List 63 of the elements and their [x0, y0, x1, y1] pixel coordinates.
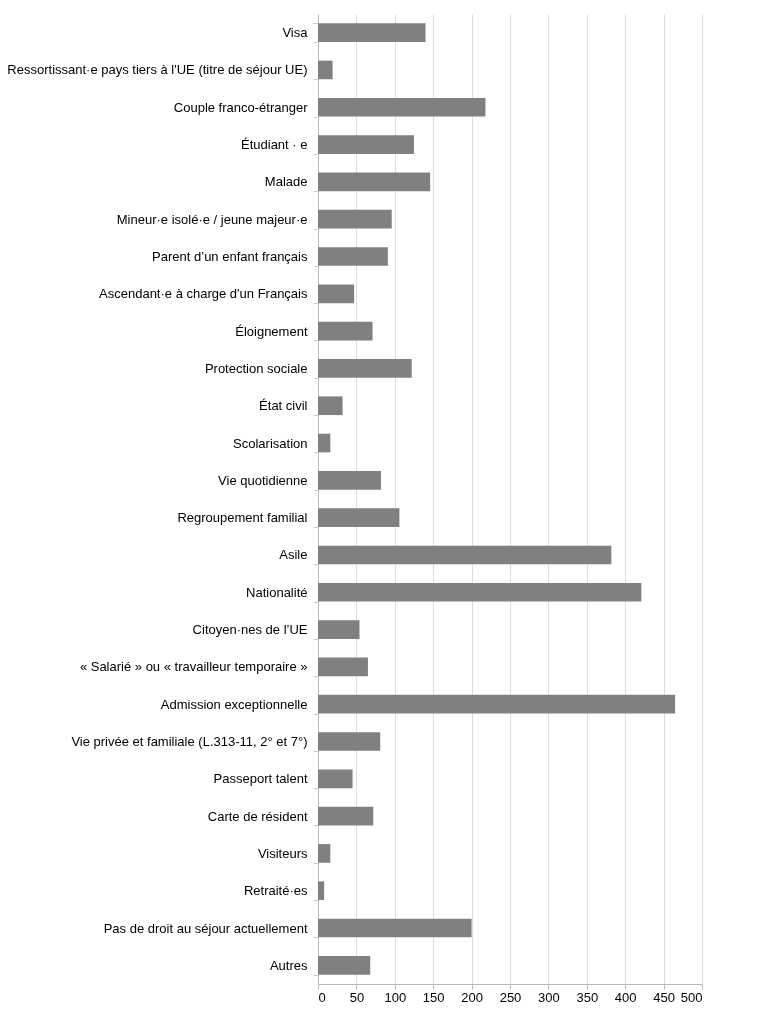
x-tick-label: 400: [614, 989, 637, 1005]
bar: [318, 359, 412, 378]
y-tick-label: Scolarisation: [233, 435, 308, 451]
x-tick-label: 100: [384, 989, 407, 1005]
bar: [318, 471, 381, 490]
y-tick-label: Vie privée et familiale (L.313-11, 2° et 7°): [71, 734, 308, 749]
y-tick-label: Visa: [282, 25, 309, 41]
bar: [318, 23, 426, 42]
y-tick-label: Ressortissant·e pays tiers à l'UE (titre de séjour UE): [7, 62, 308, 78]
y-tick-label: Citoyen·nes de l’UE: [192, 622, 308, 638]
bar: [318, 284, 355, 304]
x-tick-label: 300: [538, 989, 560, 1005]
y-tick-label: « Salarié » ou « travailleur temporaire »: [79, 659, 308, 675]
bar: [318, 172, 431, 192]
bar: [318, 956, 371, 975]
y-tick-label: Éloignement: [235, 323, 308, 339]
y-tick-label: Pas de droit au séjour actuellement: [103, 920, 308, 936]
y-tick-label: État civil: [259, 398, 308, 414]
bar: [318, 657, 368, 677]
bar: [318, 97, 486, 117]
y-tick-label: Asile: [279, 547, 308, 563]
bar: [318, 732, 381, 751]
bar: [318, 545, 612, 565]
bar: [318, 694, 676, 714]
bar: [318, 806, 374, 826]
x-tick-label: 50: [349, 989, 365, 1005]
y-tick-label: Autres: [269, 957, 308, 973]
bar: [318, 321, 373, 341]
x-tick-label: 450: [653, 989, 675, 1005]
x-tick-label: 0: [318, 989, 326, 1005]
y-tick-label: Visiteurs: [257, 845, 308, 861]
bar: [318, 844, 331, 863]
y-tick-label: Étudiant · e: [241, 137, 308, 153]
y-tick-label: Protection sociale: [204, 360, 308, 376]
y-tick-label: Malade: [264, 174, 308, 190]
bar: [318, 582, 642, 602]
bar: [318, 620, 360, 639]
bar: [318, 247, 388, 266]
bar: [318, 508, 400, 527]
bar: [318, 60, 333, 80]
y-tick-label: Passeport talent: [213, 771, 308, 787]
bar: [318, 769, 353, 789]
y-tick-label: Admission exceptionnelle: [160, 696, 308, 712]
bar: [318, 433, 331, 453]
y-tick-label: Carte de résident: [207, 808, 308, 824]
bar: [318, 881, 325, 901]
bar: [318, 396, 343, 416]
y-tick-label: Nationalité: [246, 584, 308, 600]
y-tick-label: Retraité·es: [243, 883, 308, 899]
x-tick-label: 350: [576, 989, 599, 1005]
x-tick-label: 250: [499, 989, 522, 1005]
y-tick-label: Vie quotidienne: [218, 472, 308, 488]
y-tick-label: Regroupement familial: [177, 510, 308, 526]
bar: [318, 918, 472, 938]
y-tick-label: Ascendant·e à charge d'un Français: [99, 286, 308, 302]
y-tick-label: Mineur·e isolé·e / jeune majeur·e: [116, 211, 308, 227]
x-tick-label: 500: [680, 989, 703, 1005]
bar: [318, 209, 392, 229]
x-tick-label: 150: [422, 989, 445, 1005]
y-tick-label: Couple franco-étranger: [173, 99, 309, 115]
bar: [318, 135, 414, 154]
y-tick-label: Parent d’un enfant français: [152, 249, 308, 264]
x-tick-label: 200: [461, 989, 483, 1005]
